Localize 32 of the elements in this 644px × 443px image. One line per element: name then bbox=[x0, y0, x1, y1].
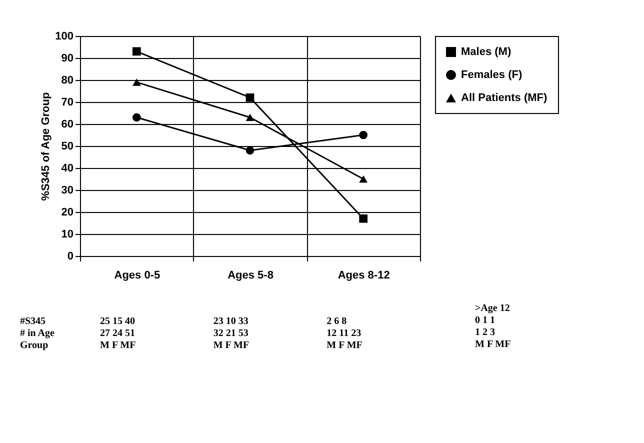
text: 23 10 33 32 21 53 M F MF bbox=[213, 316, 250, 351]
legend-label: Females (F) bbox=[461, 69, 522, 81]
y-tick-label: 80 bbox=[61, 74, 74, 86]
x-tick-label: Ages 5-8 bbox=[228, 270, 274, 282]
point bbox=[359, 130, 368, 140]
point bbox=[359, 214, 368, 223]
legend-label: Males (M) bbox=[461, 46, 512, 58]
text: #S345 # in Age Group bbox=[20, 316, 56, 351]
point bbox=[246, 93, 254, 102]
y-tick-label: 60 bbox=[61, 118, 74, 130]
y-tick-label: 20 bbox=[61, 206, 74, 218]
y-tick-label: 70 bbox=[61, 96, 74, 108]
point bbox=[246, 146, 254, 155]
y-tick-label: 100 bbox=[55, 30, 74, 42]
legend-label: All Patients (MF) bbox=[461, 92, 548, 104]
y-tick-label: 30 bbox=[61, 184, 74, 196]
y-tick-label: 10 bbox=[61, 228, 74, 240]
point bbox=[359, 175, 368, 183]
point bbox=[132, 47, 141, 56]
point bbox=[246, 114, 254, 122]
text: >Age 12 0 1 1 1 2 3 M F MF bbox=[475, 303, 511, 350]
x-tick-label: Ages 0-5 bbox=[114, 270, 160, 282]
text: 2 6 8 12 11 23 M F MF bbox=[326, 316, 362, 351]
y-axis-title: %S345 of Age Group bbox=[40, 92, 52, 201]
text: 25 15 40 27 24 51 M F MF bbox=[100, 316, 136, 351]
x-tick-label: Ages 8-12 bbox=[338, 270, 390, 282]
y-tick-label: 40 bbox=[61, 162, 74, 174]
point bbox=[132, 113, 141, 122]
point bbox=[132, 78, 141, 86]
y-tick-label: 50 bbox=[61, 140, 74, 152]
y-tick-label: 90 bbox=[61, 52, 74, 64]
y-tick-label: 0 bbox=[67, 250, 74, 262]
